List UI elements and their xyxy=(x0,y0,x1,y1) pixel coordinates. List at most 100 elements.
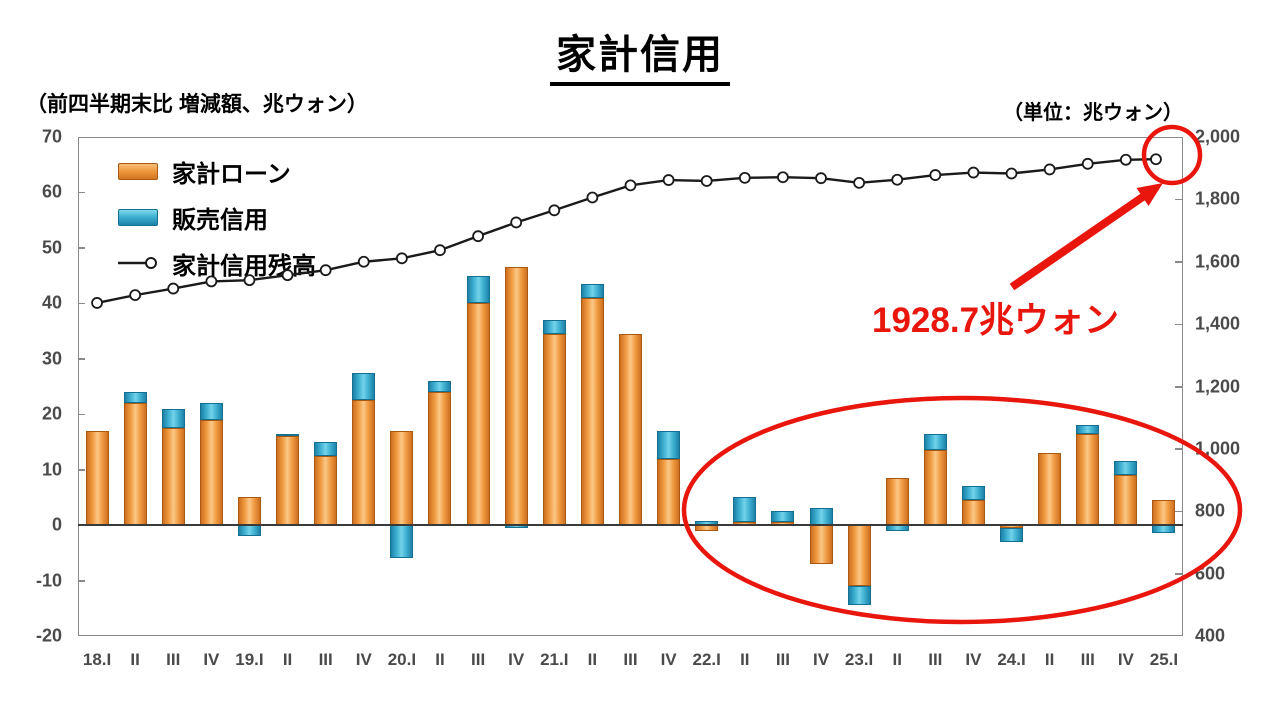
credit-bar xyxy=(123,392,147,404)
x-axis-tick-label: III xyxy=(470,650,486,669)
left-axis-tick-label: 0 xyxy=(51,514,62,535)
chart-title-wrap: 家計信用 xyxy=(0,22,1280,86)
credit-bar xyxy=(314,441,338,456)
loan-bar xyxy=(847,525,871,587)
x-axis-tick-label: II xyxy=(892,650,902,669)
x-axis-tick-label: III xyxy=(928,650,943,669)
left-axis-tick-label: -20 xyxy=(35,625,62,646)
x-axis-tick-label: 20.I xyxy=(387,650,417,669)
x-axis-tick-label: IV xyxy=(812,650,830,669)
loan-bar xyxy=(542,333,566,526)
x-axis-tick-label: II xyxy=(282,650,293,669)
left-axis-tick xyxy=(78,358,85,360)
x-axis-tick-label: 21.I xyxy=(540,650,569,669)
balance-value-annotation: 1928.7兆ウォン xyxy=(872,301,1120,340)
x-axis-tick-label: IV xyxy=(203,650,220,669)
x-axis-tick-label: 18.I xyxy=(82,650,112,669)
right-axis-tick xyxy=(1175,261,1182,263)
loan-bar xyxy=(85,430,109,526)
credit-bar xyxy=(352,372,376,401)
x-axis-tick-label: III xyxy=(318,650,333,669)
loan-bar xyxy=(276,436,300,526)
x-axis-tick-label: 24.I xyxy=(997,650,1026,669)
left-axis-tick-label: 50 xyxy=(41,237,62,258)
x-axis-tick-label: II xyxy=(740,650,750,669)
right-axis-tick-label: 400 xyxy=(1195,625,1226,646)
x-axis-tick-label: 19.I xyxy=(235,650,264,669)
credit-bar xyxy=(1114,461,1138,476)
left-axis-tick xyxy=(78,191,85,194)
credit-bar xyxy=(161,408,185,429)
right-axis-tick-label: 1,600 xyxy=(1195,251,1241,272)
credit-bar xyxy=(923,433,947,451)
left-axis-tick-label: 20 xyxy=(41,403,62,424)
loan-bar xyxy=(961,500,985,526)
credit-bar xyxy=(847,586,871,606)
left-axis-tick-label: 60 xyxy=(41,181,62,202)
right-axis-tick-label: 2,000 xyxy=(1195,126,1241,147)
loan-bar xyxy=(1152,500,1176,526)
loan-bar xyxy=(1038,453,1062,526)
credit-bar xyxy=(276,433,300,437)
left-axis-tick xyxy=(78,413,85,416)
x-axis-tick-label: II xyxy=(1044,650,1055,669)
right-axis-tick xyxy=(1175,510,1182,513)
line-marker-swatch-icon xyxy=(118,257,157,269)
credit-bar xyxy=(1152,525,1176,534)
loan-bar xyxy=(809,525,833,564)
loan-bar xyxy=(580,297,604,526)
credit-bar xyxy=(809,508,833,526)
credit-bar xyxy=(580,283,604,298)
left-axis-caption: （前四半期末比 増減額、兆ウォン） xyxy=(26,93,368,116)
credit-bar xyxy=(466,275,490,304)
legend-item-loans: 家計ローン xyxy=(118,148,316,194)
right-axis-tick xyxy=(1175,448,1182,450)
loan-bar xyxy=(1114,475,1138,526)
credit-bar-swatch-icon xyxy=(118,208,158,226)
x-axis-tick-label: 25.I xyxy=(1149,650,1179,669)
left-axis-tick-label: 70 xyxy=(41,126,62,147)
right-axis-tick xyxy=(1175,323,1182,326)
credit-bar xyxy=(237,525,261,537)
loan-bar xyxy=(428,392,452,526)
loan-bar xyxy=(923,450,947,526)
x-axis-tick-label: IV xyxy=(660,650,677,669)
right-axis-tick-label: 1,000 xyxy=(1195,438,1241,459)
credit-bar xyxy=(1000,527,1024,542)
loan-bar xyxy=(657,458,681,526)
left-axis-tick-label: 30 xyxy=(41,348,62,369)
left-axis-tick xyxy=(78,247,85,249)
chart-title: 家計信用 xyxy=(550,22,730,86)
x-axis-tick-label: III xyxy=(166,650,181,669)
legend-item-sales-credit: 販売信用 xyxy=(118,194,316,240)
loan-bar xyxy=(161,428,185,526)
credit-bar xyxy=(1076,425,1100,434)
legend-label-loans: 家計ローン xyxy=(172,160,291,188)
legend-label-balance: 家計信用残高 xyxy=(172,252,316,280)
left-axis-tick xyxy=(78,580,85,582)
x-axis-tick-label: IV xyxy=(1117,650,1134,669)
loan-bar xyxy=(885,477,909,526)
legend-label-sales-credit: 販売信用 xyxy=(172,206,268,234)
loan-bar xyxy=(390,430,414,526)
credit-bar xyxy=(542,319,566,334)
loan-bar-swatch-icon xyxy=(118,162,158,180)
left-axis-tick-label: 10 xyxy=(41,459,62,480)
right-axis-tick xyxy=(1175,386,1182,388)
x-axis-tick-label: III xyxy=(775,650,790,669)
x-axis-tick-label: 22.I xyxy=(692,650,721,669)
right-axis-tick-label: 600 xyxy=(1195,563,1226,584)
loan-bar xyxy=(619,333,642,526)
credit-bar xyxy=(771,511,795,523)
left-axis-tick-label: -10 xyxy=(35,570,62,591)
credit-bar xyxy=(961,486,985,501)
credit-bar xyxy=(657,430,681,459)
legend-item-balance: 家計信用残高 xyxy=(118,240,316,286)
right-axis-tick-label: 1,200 xyxy=(1195,376,1241,396)
loan-bar xyxy=(466,303,490,526)
legend: 家計ローン 販売信用 家計信用残高 xyxy=(118,148,316,286)
right-axis-tick xyxy=(1175,198,1182,201)
credit-bar xyxy=(390,525,414,559)
x-axis-tick-label: IV xyxy=(508,650,525,669)
